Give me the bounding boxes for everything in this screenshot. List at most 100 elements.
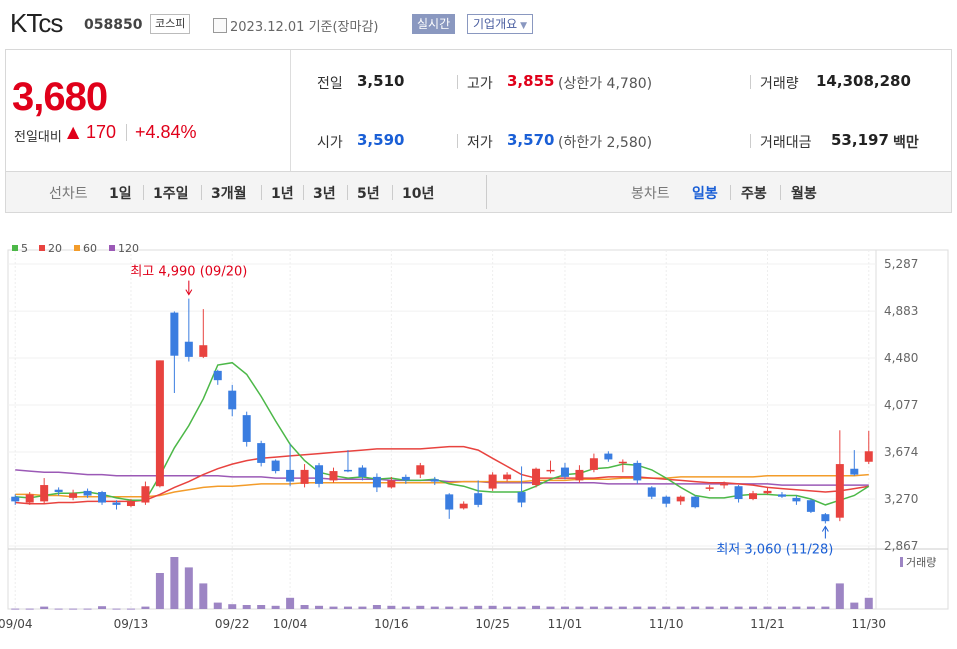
legend-swatch xyxy=(39,245,45,251)
divider xyxy=(780,185,781,200)
candle-body xyxy=(343,469,352,472)
company-overview-dropdown[interactable]: 기업개요 ▼ xyxy=(467,14,534,34)
tab-3m[interactable]: 3개월 xyxy=(211,186,247,202)
legend-entry: 5 xyxy=(21,242,28,255)
change-percent: +4.84% xyxy=(135,122,197,142)
divider xyxy=(261,185,262,200)
candle-body xyxy=(720,483,729,486)
candle-body xyxy=(126,501,135,507)
volume-bar xyxy=(445,606,454,609)
stock-header: KTcs 058850 코스피 2023.12.01 기준(장마감) 실시간 기… xyxy=(0,0,957,50)
y-tick-label: 5,287 xyxy=(884,257,918,271)
tab-3y[interactable]: 3년 xyxy=(313,186,336,202)
company-overview-label: 기업개요 xyxy=(473,17,518,31)
legend-entry: 20 xyxy=(48,242,62,255)
divider xyxy=(392,185,393,200)
tab-5y[interactable]: 5년 xyxy=(357,186,380,202)
volume-bar xyxy=(430,606,439,609)
candle-body xyxy=(821,514,830,522)
volume-bar xyxy=(821,606,830,609)
volume-bar xyxy=(126,608,135,610)
stock-name: KTcs xyxy=(10,8,63,38)
volume-bar xyxy=(488,605,497,609)
volume-bar xyxy=(155,573,164,609)
candle-body xyxy=(618,461,627,464)
volume-bar xyxy=(343,606,352,609)
volume-bar xyxy=(604,606,613,609)
tab-monthly[interactable]: 월봉 xyxy=(791,186,817,202)
x-tick-label: 09/13 xyxy=(114,617,149,631)
candle-body xyxy=(358,467,367,477)
candle-body xyxy=(25,494,34,503)
change-value: 170 xyxy=(86,122,117,142)
candle-body xyxy=(459,503,468,509)
legend-swatch xyxy=(74,245,80,251)
candle-body xyxy=(792,497,801,502)
volume-bar xyxy=(662,606,671,609)
volume-bar xyxy=(575,606,584,609)
candle-body xyxy=(213,370,222,381)
volume-bar xyxy=(387,605,396,609)
tab-daily[interactable]: 일봉 xyxy=(692,186,718,202)
open-label: 시가 xyxy=(317,135,343,151)
tab-weekly[interactable]: 주봉 xyxy=(741,186,767,202)
candle-body xyxy=(184,341,193,357)
volume-value: 14,308,280 xyxy=(816,72,911,90)
volume-bar xyxy=(329,606,338,609)
candle-body xyxy=(401,476,410,481)
volume-bar xyxy=(459,606,468,609)
volume-bar xyxy=(532,605,541,609)
candle-body xyxy=(864,451,873,462)
candle-body xyxy=(517,492,526,503)
volume-bar xyxy=(647,606,656,609)
volume-bar xyxy=(850,602,859,609)
tab-1w[interactable]: 1주일 xyxy=(153,186,189,202)
volume-bar xyxy=(315,605,324,609)
tab-1y[interactable]: 1년 xyxy=(271,186,294,202)
divider xyxy=(750,134,751,148)
candle-body xyxy=(83,490,92,496)
candle-body xyxy=(705,487,714,489)
candle-body xyxy=(633,462,642,481)
candle-body xyxy=(691,496,700,508)
legend-entry: 60 xyxy=(83,242,97,255)
volume-bar xyxy=(546,606,555,609)
volume-bar xyxy=(54,608,63,610)
candle-body xyxy=(416,465,425,475)
chart-tabs xyxy=(5,171,952,213)
legend-entry: 120 xyxy=(118,242,139,255)
candle-body xyxy=(228,390,237,410)
prev-label: 전일 xyxy=(317,76,343,92)
tab-1d[interactable]: 1일 xyxy=(109,186,132,202)
volume-bar xyxy=(777,606,786,609)
candle-body xyxy=(155,360,164,487)
divider xyxy=(143,185,144,200)
candle-body xyxy=(112,502,121,505)
candle-body xyxy=(69,493,78,498)
open-price: 3,590 xyxy=(357,131,405,149)
candle-body xyxy=(271,460,280,472)
volume-bar xyxy=(170,557,179,609)
amount-label: 거래대금 xyxy=(760,135,812,151)
candlestick-chart[interactable]: 5,287 4,883 4,480 4,077 3,674 3,270 2,867 09/04… xyxy=(0,215,957,649)
candle-body xyxy=(11,496,20,502)
x-tick-label: 11/30 xyxy=(851,617,886,631)
candle-body xyxy=(54,489,63,493)
volume-bar xyxy=(184,567,193,609)
volume-bar xyxy=(300,605,309,609)
tab-10y[interactable]: 10년 xyxy=(402,186,435,202)
volume-bar xyxy=(734,606,743,609)
candle-body xyxy=(589,458,598,470)
upper-limit: (상한가 4,780) xyxy=(558,76,653,92)
x-tick-label: 10/04 xyxy=(273,617,308,631)
divider xyxy=(457,75,458,89)
volume-bar xyxy=(589,606,598,609)
market-badge: 코스피 xyxy=(150,14,191,34)
candle-body xyxy=(430,479,439,482)
volume-bar xyxy=(864,597,873,609)
low-label: 저가 xyxy=(467,135,493,151)
volume-bar xyxy=(40,606,49,609)
realtime-button[interactable]: 실시간 xyxy=(412,14,456,34)
low-arrow-icon xyxy=(821,525,829,532)
y-tick-label: 2,867 xyxy=(884,539,918,553)
